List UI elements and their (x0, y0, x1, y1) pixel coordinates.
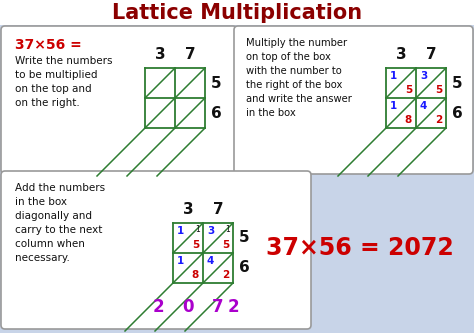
Text: 37×56 = 2072: 37×56 = 2072 (266, 236, 454, 260)
Text: 3: 3 (420, 71, 427, 81)
Text: 3: 3 (207, 226, 214, 236)
FancyBboxPatch shape (1, 171, 311, 329)
Text: 7: 7 (212, 298, 224, 316)
FancyBboxPatch shape (1, 26, 237, 174)
Text: 7: 7 (185, 47, 195, 62)
Text: 2: 2 (152, 298, 164, 316)
FancyBboxPatch shape (234, 26, 473, 174)
Text: Multiply the number
on top of the box
with the number to
the right of the box
an: Multiply the number on top of the box wi… (246, 38, 352, 118)
Text: 1: 1 (177, 226, 184, 236)
Text: 6: 6 (211, 106, 222, 121)
Text: 0: 0 (182, 298, 194, 316)
Bar (145, 68, 205, 128)
Text: 1: 1 (390, 71, 397, 81)
Text: 8: 8 (405, 115, 412, 125)
Text: Write the numbers
to be multiplied
on the top and
on the right.: Write the numbers to be multiplied on th… (15, 56, 112, 108)
Text: Add the numbers
in the box
diagonally and
carry to the next
column when
necessar: Add the numbers in the box diagonally an… (15, 183, 105, 263)
Bar (386, 68, 446, 128)
Text: 1: 1 (195, 225, 200, 234)
Text: 5: 5 (192, 240, 199, 250)
Text: 5: 5 (405, 85, 412, 95)
Bar (173, 223, 233, 283)
Text: 1: 1 (225, 225, 230, 234)
Text: 3: 3 (155, 47, 165, 62)
Text: 6: 6 (239, 260, 250, 275)
Text: 1: 1 (177, 256, 184, 266)
Text: Lattice Multiplication: Lattice Multiplication (112, 3, 362, 23)
Text: 1: 1 (390, 102, 397, 112)
Text: 37×56 =: 37×56 = (15, 38, 82, 52)
Text: 2: 2 (222, 270, 229, 280)
Text: 2: 2 (435, 115, 442, 125)
Text: 7: 7 (426, 47, 436, 62)
Text: 4: 4 (207, 256, 214, 266)
Text: 3: 3 (396, 47, 406, 62)
Text: 5: 5 (211, 76, 222, 91)
Text: 8: 8 (192, 270, 199, 280)
Text: 5: 5 (239, 230, 250, 245)
Text: 6: 6 (452, 106, 463, 121)
Text: 7: 7 (213, 202, 223, 217)
Text: 3: 3 (182, 202, 193, 217)
Text: 5: 5 (435, 85, 442, 95)
Text: 4: 4 (420, 102, 427, 112)
Text: 5: 5 (452, 76, 463, 91)
Bar (0, 0, 474, 25)
Text: 5: 5 (222, 240, 229, 250)
Text: 2: 2 (227, 298, 239, 316)
